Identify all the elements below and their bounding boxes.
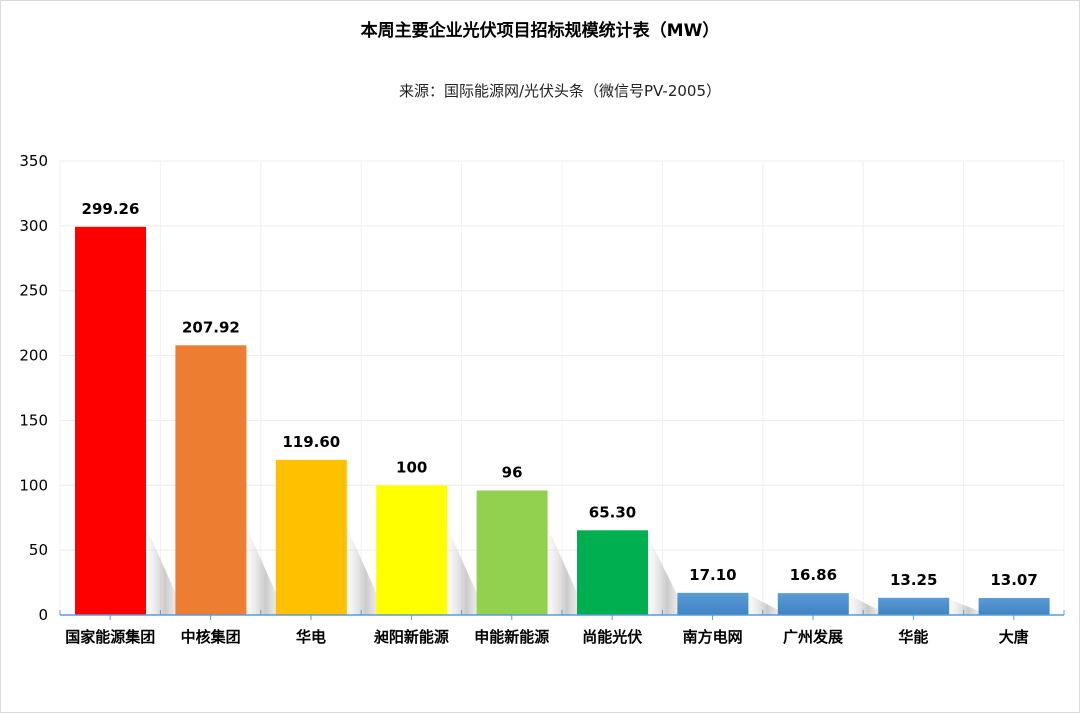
data-label: 16.86 [790,566,837,584]
x-category-label: 昶阳新能源 [373,628,449,646]
data-label: 13.07 [990,571,1037,589]
y-tick-label: 200 [19,347,48,365]
bar-9 [878,597,950,615]
y-tick-label: 150 [19,411,48,429]
x-category-label: 华能 [898,628,928,646]
data-label: 299.26 [82,200,140,218]
data-label: 65.30 [589,503,636,521]
bar-shadow [546,524,587,615]
y-tick-label: 350 [19,152,48,170]
data-label: 119.60 [282,433,340,451]
bar-8 [777,593,849,615]
bar-3 [275,459,347,615]
chart-subtitle: 来源：国际能源网/光伏头条（微信号PV-2005） [398,82,722,100]
bar-2 [175,345,247,615]
y-tick-label: 50 [29,541,48,559]
bar-shadow [747,593,788,615]
x-category-label: 国家能源集团 [65,628,155,646]
bar-5 [476,490,548,615]
bar-shadow [847,594,889,615]
bar-6 [577,530,648,615]
bar-1 [75,226,146,616]
x-category-label: 大唐 [999,628,1029,646]
data-label: 100 [396,458,427,476]
bar-shadow [446,524,487,615]
bar-shadow [345,524,387,615]
x-category-label: 华电 [296,628,326,646]
bar-shadow [145,524,186,615]
x-category-label: 尚能光伏 [582,628,642,646]
data-label: 17.10 [689,566,736,584]
data-label: 13.25 [890,571,937,589]
x-category-label: 申能新能源 [474,628,549,646]
x-category-label: 南方电网 [683,628,743,646]
data-label: 207.92 [182,318,240,336]
bar-shadow [948,598,989,615]
bar-7 [677,592,749,615]
bar-10 [978,598,1050,615]
x-category-label: 中核集团 [181,628,241,646]
y-tick-label: 0 [38,606,48,624]
y-tick-label: 100 [19,476,48,494]
y-tick-label: 300 [19,217,48,235]
y-tick-label: 250 [19,282,48,300]
data-label: 96 [502,463,523,481]
chart-title: 本周主要企业光伏项目招标规模统计表（MW） [360,21,720,41]
bar-shadow [245,524,286,615]
bar-4 [376,485,448,615]
bar-shadow [647,534,688,615]
x-category-label: 广州发展 [783,628,843,646]
